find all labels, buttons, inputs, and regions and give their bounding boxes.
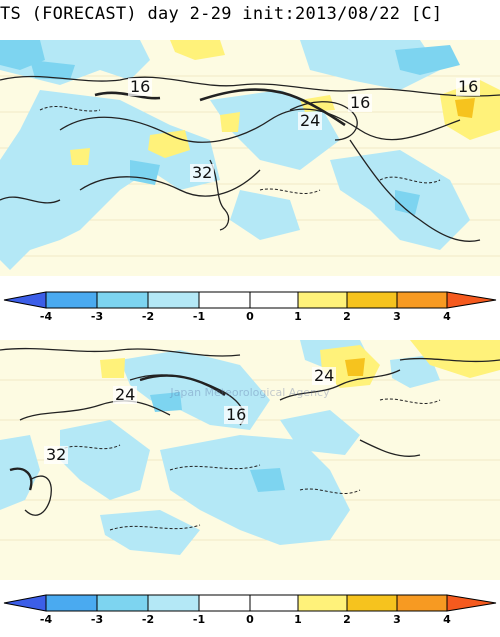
colorbar-legend: -4 -3 -2 -1 0 1 2 3 4 [0, 593, 500, 631]
colorbar-legend: -4 -3 -2 -1 0 1 2 3 4 [0, 290, 500, 328]
contour-label: 16 [128, 77, 153, 96]
colorbar-tick-label: -2 [141, 613, 155, 626]
colorbar-tick-label: 1 [294, 613, 302, 626]
contour-label: 16 [348, 93, 373, 112]
chart-title: TS (FORECAST) day 2-29 init:2013/08/22 [… [0, 4, 443, 24]
forecast-map-upper: 16 16 16 24 32 [0, 40, 500, 276]
colorbar-tick-label: -1 [192, 310, 206, 323]
contour-label: 16 [224, 405, 249, 424]
colorbar-tick-label: -3 [90, 613, 104, 626]
colorbar-tick-label: -4 [39, 613, 53, 626]
contour-label: 16 [456, 77, 481, 96]
contour-label: 24 [312, 366, 337, 385]
contour-label: 24 [113, 385, 138, 404]
contour-label: 24 [298, 111, 323, 130]
colorbar-tick-label: 3 [393, 310, 401, 323]
colorbar-tick-label: -4 [39, 310, 53, 323]
contour-label: 32 [44, 445, 69, 464]
contour-label: 32 [190, 163, 215, 182]
colorbar-tick-label: -1 [192, 613, 206, 626]
colorbar-tick-label: 1 [294, 310, 302, 323]
colorbar-tick-label: 0 [246, 613, 254, 626]
colorbar-tick-label: -3 [90, 310, 104, 323]
colorbar-tick-label: 0 [246, 310, 254, 323]
colorbar-tick-label: 3 [393, 613, 401, 626]
colorbar-tick-label: -2 [141, 310, 155, 323]
colorbar-tick-label: 2 [343, 310, 351, 323]
colorbar-tick-label: 4 [443, 310, 451, 323]
watermark: Japan Meteorological Agency [170, 386, 330, 399]
colorbar-tick-label: 4 [443, 613, 451, 626]
colorbar-tick-label: 2 [343, 613, 351, 626]
forecast-map-lower: 24 24 16 32 [0, 340, 500, 580]
